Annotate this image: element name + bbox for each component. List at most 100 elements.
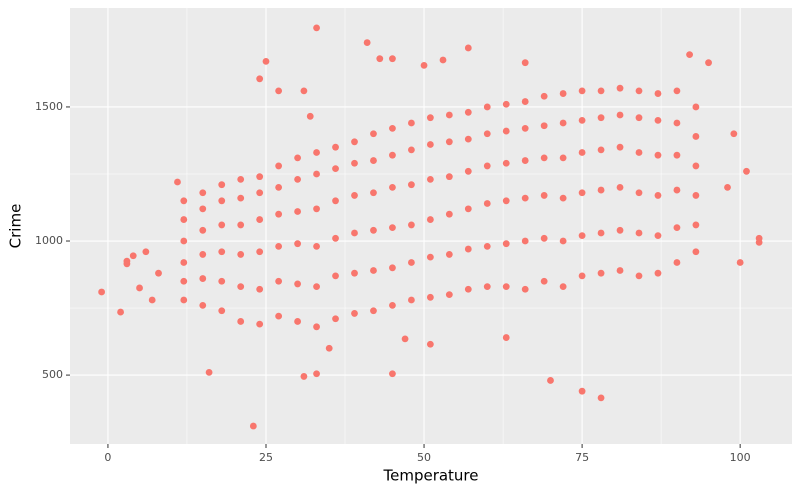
point (256, 173, 264, 181)
point (420, 61, 428, 69)
y-axis-title: Crime (7, 204, 25, 249)
point (521, 194, 529, 202)
point (616, 143, 624, 151)
point (724, 183, 731, 191)
point (445, 138, 453, 146)
point (370, 307, 377, 315)
point (426, 175, 434, 183)
point (616, 84, 624, 92)
x-tick-label: 50 (417, 451, 431, 464)
point (502, 240, 510, 248)
point (332, 315, 339, 323)
point (313, 170, 320, 178)
point (426, 293, 434, 301)
point (294, 154, 302, 162)
point (389, 370, 396, 378)
point (408, 119, 415, 127)
point (597, 146, 605, 154)
point (363, 39, 371, 46)
point (483, 162, 491, 170)
point (123, 257, 131, 265)
point (654, 90, 662, 97)
point (199, 251, 207, 258)
y-tick-label: 500 (42, 368, 63, 381)
point (294, 240, 302, 248)
point (730, 130, 738, 138)
point (692, 192, 700, 199)
point (370, 130, 377, 138)
point (521, 98, 529, 105)
point (464, 135, 472, 143)
point (199, 189, 207, 197)
point (351, 138, 358, 146)
point (521, 124, 529, 132)
point (294, 318, 302, 325)
point (692, 133, 700, 140)
point (275, 277, 283, 285)
point (389, 183, 396, 191)
point (256, 189, 264, 197)
point (332, 272, 339, 280)
point (180, 216, 188, 223)
point (408, 181, 415, 189)
point (370, 157, 377, 164)
point (673, 119, 681, 127)
point (313, 242, 320, 250)
point (654, 269, 662, 277)
point (464, 108, 472, 116)
point (559, 119, 567, 127)
point (502, 283, 510, 291)
point (483, 130, 491, 138)
x-tick-label: 0 (104, 451, 111, 464)
point (483, 242, 491, 250)
point (673, 186, 681, 194)
point (521, 59, 529, 67)
point (351, 192, 358, 199)
point (199, 226, 207, 234)
point (401, 335, 409, 343)
point (578, 87, 586, 95)
point (389, 124, 396, 132)
point (616, 183, 624, 191)
point (370, 267, 377, 274)
point (502, 197, 510, 205)
point (673, 151, 681, 159)
point (597, 87, 605, 95)
y-tick-label: 1500 (35, 100, 63, 113)
point (540, 277, 548, 285)
point (249, 422, 257, 430)
point (464, 285, 472, 293)
point (332, 197, 339, 205)
point (635, 114, 643, 122)
point (692, 248, 700, 256)
point (673, 87, 681, 95)
point (464, 44, 472, 52)
point (294, 175, 302, 183)
point (502, 159, 510, 167)
point (389, 55, 396, 63)
point (559, 90, 567, 97)
point (616, 267, 624, 274)
point (426, 253, 434, 261)
point (370, 189, 377, 197)
point (578, 149, 586, 156)
point (408, 146, 415, 154)
point (616, 111, 624, 119)
point (540, 192, 548, 199)
point (654, 232, 662, 240)
point (521, 285, 529, 293)
point (635, 272, 643, 280)
point (692, 221, 700, 229)
point (180, 277, 188, 285)
point (635, 189, 643, 197)
point (294, 280, 302, 288)
point (540, 92, 548, 100)
point (559, 237, 567, 245)
point (155, 269, 162, 277)
x-axis-title: Temperature (382, 467, 478, 485)
point (275, 312, 283, 320)
point (313, 370, 320, 378)
point (559, 154, 567, 162)
point (502, 100, 510, 108)
point (521, 237, 529, 245)
